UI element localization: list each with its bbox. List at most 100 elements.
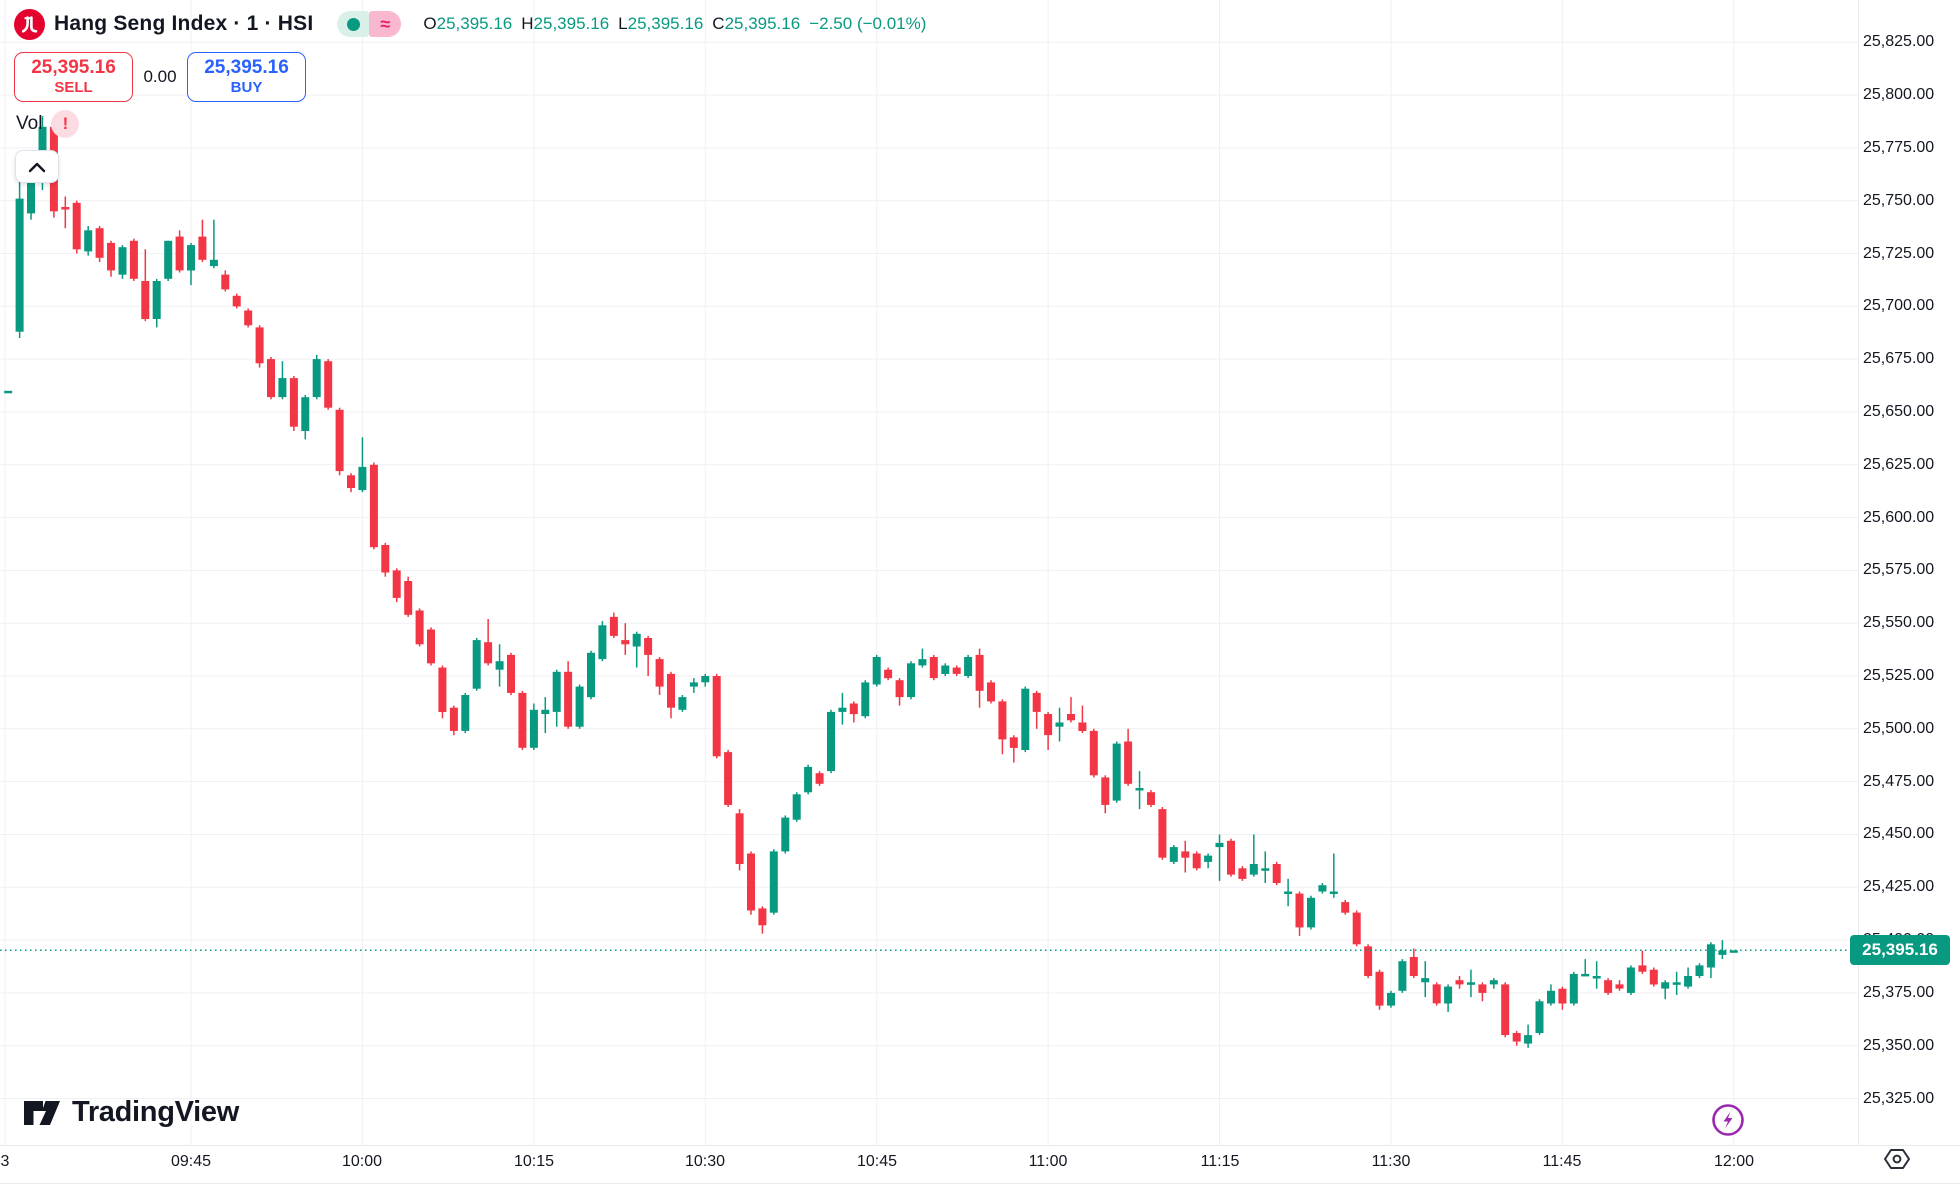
price-axis-label: 25,375.00 xyxy=(1863,984,1935,1001)
candle-10:28 xyxy=(678,697,687,710)
buy-label: BUY xyxy=(230,79,263,97)
time-axis-label: 10:15 xyxy=(513,1153,555,1170)
instant-trading-button[interactable] xyxy=(1711,1103,1745,1137)
candle-10:03 xyxy=(392,570,401,598)
candle-10:46 xyxy=(884,669,893,679)
candlestick-plot[interactable] xyxy=(0,0,1858,1145)
candle-11:36 xyxy=(1455,980,1464,985)
warning-icon[interactable]: ! xyxy=(51,110,80,138)
candle-10:31 xyxy=(712,676,721,757)
candle-10:23 xyxy=(621,640,630,645)
candle-09:51 xyxy=(255,327,264,364)
candle-11:13 xyxy=(1192,853,1201,869)
tradingview-logo-icon xyxy=(24,1100,60,1125)
hsi-logo-icon xyxy=(21,15,38,33)
candle-10:45 xyxy=(872,657,881,685)
price-axis-label: 25,425.00 xyxy=(1863,878,1935,895)
candle-11:32 xyxy=(1409,957,1418,976)
time-axis-label: 10:45 xyxy=(856,1153,898,1170)
candle-10:35 xyxy=(758,908,767,926)
tradingview-watermark[interactable]: TradingView xyxy=(22,1096,239,1129)
candle-10:02 xyxy=(381,545,390,573)
symbol-title[interactable]: Hang Seng Index · 1 · HSI xyxy=(54,12,314,35)
candle-09:44 xyxy=(175,236,184,271)
candle-10:32 xyxy=(724,752,733,805)
lightning-icon xyxy=(1712,1104,1744,1136)
sell-button[interactable]: 25,395.16 SELL xyxy=(14,52,133,102)
candle-10:52 xyxy=(952,667,961,674)
price-axis-label: 25,625.00 xyxy=(1863,456,1935,473)
approx-icon: ≈ xyxy=(380,13,391,34)
price-axis-label: 25,700.00 xyxy=(1863,297,1935,314)
time-axis-label: 11:15 xyxy=(1200,1153,1240,1170)
candle-10:01 xyxy=(369,464,378,548)
delayed-data-chip[interactable]: ≈ xyxy=(369,11,402,37)
candle-10:17 xyxy=(552,671,561,712)
candle-11:53 xyxy=(1649,969,1658,985)
candle-10:34 xyxy=(747,853,755,911)
candle-10:38 xyxy=(792,794,801,820)
candle-11:18 xyxy=(1249,864,1258,875)
buy-button[interactable]: 25,395.16 BUY xyxy=(187,52,306,102)
candle-09:42 xyxy=(152,281,161,319)
candle-09:58 xyxy=(335,409,344,472)
candle-11:30 xyxy=(1387,992,1395,1006)
candle-11:29 xyxy=(1375,971,1384,1006)
symbol-logo-icon[interactable] xyxy=(14,8,45,40)
time-axis-label: 12:00 xyxy=(1713,1153,1755,1170)
price-axis-label: 25,325.00 xyxy=(1863,1090,1935,1107)
price-axis[interactable]: 25,825.00 25,800.00 25,775.00 25,750.00 25,7… xyxy=(1858,0,1960,1145)
candle-11:52 xyxy=(1638,965,1647,972)
market-open-dot-icon xyxy=(346,17,360,31)
price-axis-label: 25,550.00 xyxy=(1863,614,1935,631)
candle-10:40 xyxy=(815,773,824,784)
price-axis-label: 25,825.00 xyxy=(1863,33,1935,50)
candle-10:56 xyxy=(998,701,1007,740)
price-change: −2.50 (−0.01%) xyxy=(809,14,927,33)
candle-11:14 xyxy=(1204,855,1213,862)
candle-11:38 xyxy=(1478,984,1487,993)
candle-10:25 xyxy=(644,638,653,655)
candle-09:29 xyxy=(4,390,13,394)
candle-10:55 xyxy=(987,682,995,702)
price-axis-label: 25,675.00 xyxy=(1863,350,1935,367)
candle-10:08 xyxy=(449,707,458,731)
candle-10:53 xyxy=(964,657,973,676)
candle-10:41 xyxy=(827,711,835,772)
volume-indicator-label[interactable]: Vol xyxy=(16,113,43,134)
candle-11:23 xyxy=(1307,897,1315,928)
price-axis-label: 25,475.00 xyxy=(1863,773,1935,790)
candle-10:09 xyxy=(461,695,470,731)
candle-10:30 xyxy=(701,676,710,683)
candle-10:37 xyxy=(781,817,790,852)
candle-09:30 xyxy=(15,198,24,332)
candle-11:58 xyxy=(1706,944,1715,968)
candle-09:31 xyxy=(27,181,35,214)
time-axis[interactable]: 3 09:45 10:00 10:15 10:30 10:45 11:00 11:15 11:3… xyxy=(0,1145,1960,1184)
candle-12:00 xyxy=(1729,950,1738,953)
candle-10:21 xyxy=(598,625,607,660)
axis-settings-button[interactable] xyxy=(1882,1146,1912,1172)
candle-09:48 xyxy=(221,274,230,290)
price-axis-label: 25,500.00 xyxy=(1863,720,1935,737)
collapse-indicator-button[interactable] xyxy=(15,150,59,183)
candle-10:18 xyxy=(564,671,573,727)
candle-11:42 xyxy=(1524,1035,1533,1044)
candle-11:43 xyxy=(1535,1001,1544,1033)
candle-10:36 xyxy=(769,851,778,913)
candle-10:24 xyxy=(632,633,641,647)
candle-11:31 xyxy=(1398,961,1407,991)
candle-10:58 xyxy=(1021,688,1030,750)
price-axis-label: 25,450.00 xyxy=(1863,825,1935,842)
candle-09:49 xyxy=(232,295,241,307)
candle-11:49 xyxy=(1604,980,1613,993)
candle-10:48 xyxy=(907,663,915,698)
candle-10:33 xyxy=(735,813,744,864)
candle-10:27 xyxy=(667,673,675,708)
candle-10:43 xyxy=(849,703,858,715)
market-open-chip[interactable] xyxy=(337,11,370,37)
candle-11:41 xyxy=(1512,1033,1521,1042)
candle-09:43 xyxy=(164,240,173,279)
candle-09:47 xyxy=(209,259,218,267)
candle-11:26 xyxy=(1341,902,1350,913)
